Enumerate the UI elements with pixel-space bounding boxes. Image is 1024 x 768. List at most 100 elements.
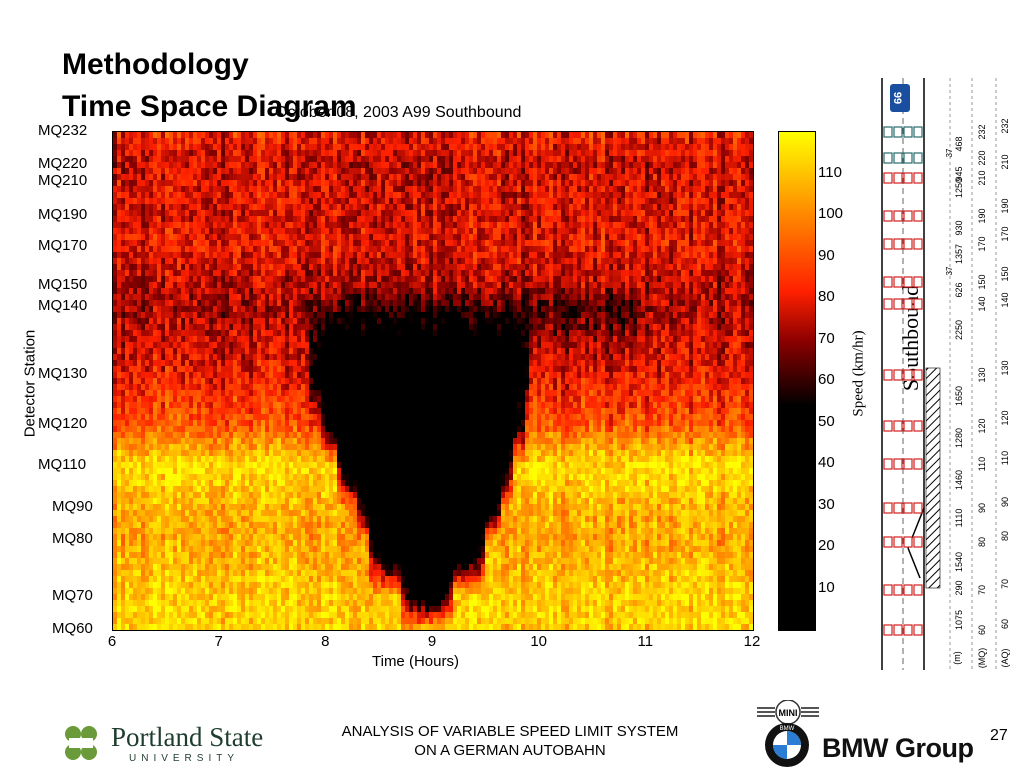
heatmap-cell xyxy=(345,552,350,559)
heatmap-cell xyxy=(265,522,270,529)
heatmap-cell xyxy=(241,444,246,451)
heatmap-cell xyxy=(273,444,278,451)
heatmap-cell xyxy=(321,582,326,589)
heatmap-cell xyxy=(145,624,150,630)
heatmap-cell xyxy=(281,192,286,199)
heatmap-cell xyxy=(281,360,286,367)
heatmap-cell xyxy=(137,552,142,559)
heatmap-cell xyxy=(305,606,310,613)
heatmap-cell xyxy=(121,198,126,205)
heatmap-cell xyxy=(221,288,226,295)
heatmap-cell xyxy=(273,558,278,565)
heatmap-cell xyxy=(133,612,138,619)
heatmap-cell xyxy=(137,588,142,595)
heatmap-cell xyxy=(157,504,162,511)
heatmap-cell xyxy=(209,234,214,241)
heatmap-cell xyxy=(345,324,350,331)
heatmap-cell xyxy=(233,522,238,529)
heatmap-cell xyxy=(253,510,258,517)
heatmap-cell xyxy=(329,504,334,511)
heatmap-cell xyxy=(229,264,234,271)
heatmap-cell xyxy=(297,174,302,181)
heatmap-cell xyxy=(137,264,142,271)
heatmap-cell xyxy=(337,330,342,337)
heatmap-cell xyxy=(173,384,178,391)
heatmap-cell xyxy=(225,552,230,559)
heatmap-cell xyxy=(241,174,246,181)
heatmap-cell xyxy=(169,486,174,493)
heatmap-cell xyxy=(133,240,138,247)
heatmap-cell xyxy=(153,246,158,253)
heatmap-cell xyxy=(329,600,334,607)
heatmap-cell xyxy=(213,552,218,559)
heatmap-cell xyxy=(277,462,282,469)
heatmap-cell xyxy=(237,258,242,265)
heatmap-cell xyxy=(233,132,238,139)
heatmap-cell xyxy=(213,378,218,385)
heatmap-cell xyxy=(269,606,274,613)
heatmap-cell xyxy=(261,594,266,601)
heatmap-cell xyxy=(313,360,318,367)
heatmap-cell xyxy=(281,390,286,397)
heatmap-cell xyxy=(325,456,330,463)
heatmap-cell xyxy=(217,570,222,577)
heatmap-cell xyxy=(113,198,118,205)
heatmap-cell xyxy=(265,258,270,265)
heatmap-cell xyxy=(141,468,146,475)
heatmap-cell xyxy=(241,336,246,343)
heatmap-cell xyxy=(125,150,130,157)
heatmap-cell xyxy=(313,300,318,307)
heatmap-cell xyxy=(129,426,134,433)
heatmap-cell xyxy=(341,132,346,139)
heatmap-cell xyxy=(169,390,174,397)
heatmap-cell xyxy=(305,426,310,433)
heatmap-cell xyxy=(229,624,234,630)
heatmap-cell xyxy=(233,468,238,475)
heatmap-cell xyxy=(249,438,254,445)
heatmap-cell xyxy=(121,438,126,445)
heatmap-cell xyxy=(297,264,302,271)
heatmap-cell xyxy=(277,474,282,481)
heatmap-cell xyxy=(165,534,170,541)
heatmap-cell xyxy=(337,522,342,529)
heatmap-cell xyxy=(217,288,222,295)
heatmap-cell xyxy=(137,528,142,535)
heatmap-cell xyxy=(277,510,282,517)
heatmap-cell xyxy=(157,528,162,535)
heatmap-cell xyxy=(113,402,118,409)
heatmap-cell xyxy=(225,618,230,625)
heatmap-cell xyxy=(249,360,254,367)
heatmap-cell xyxy=(325,462,330,469)
heatmap-cell xyxy=(213,372,218,379)
heatmap-cell xyxy=(345,234,350,241)
heatmap-cell xyxy=(181,414,186,421)
heatmap-cell xyxy=(125,222,130,229)
heatmap-cell xyxy=(321,174,326,181)
heatmap-cell xyxy=(281,210,286,217)
heatmap-cell xyxy=(173,612,178,619)
heatmap-cell xyxy=(261,612,266,619)
heatmap-cell xyxy=(333,384,338,391)
heatmap-cell xyxy=(321,624,326,630)
heatmap-cell xyxy=(245,324,250,331)
heatmap-cell xyxy=(181,240,186,247)
heatmap-cell xyxy=(249,522,254,529)
heatmap-cell xyxy=(341,210,346,217)
heatmap-cell xyxy=(145,222,150,229)
heatmap-cell xyxy=(309,360,314,367)
heatmap-cell xyxy=(221,348,226,355)
heatmap-cell xyxy=(181,480,186,487)
heatmap-cell xyxy=(137,324,142,331)
heatmap-cell xyxy=(273,132,278,139)
heatmap-cell xyxy=(113,420,118,427)
heatmap-cell xyxy=(265,162,270,169)
heatmap-cell xyxy=(209,564,214,571)
heatmap-cell xyxy=(197,408,202,415)
heatmap-cell xyxy=(165,132,170,139)
heatmap-cell xyxy=(213,510,218,517)
heatmap-cell xyxy=(257,408,262,415)
heatmap-cell xyxy=(141,288,146,295)
heatmap-cell xyxy=(213,492,218,499)
heatmap-cell xyxy=(333,486,338,493)
heatmap-cell xyxy=(209,582,214,589)
